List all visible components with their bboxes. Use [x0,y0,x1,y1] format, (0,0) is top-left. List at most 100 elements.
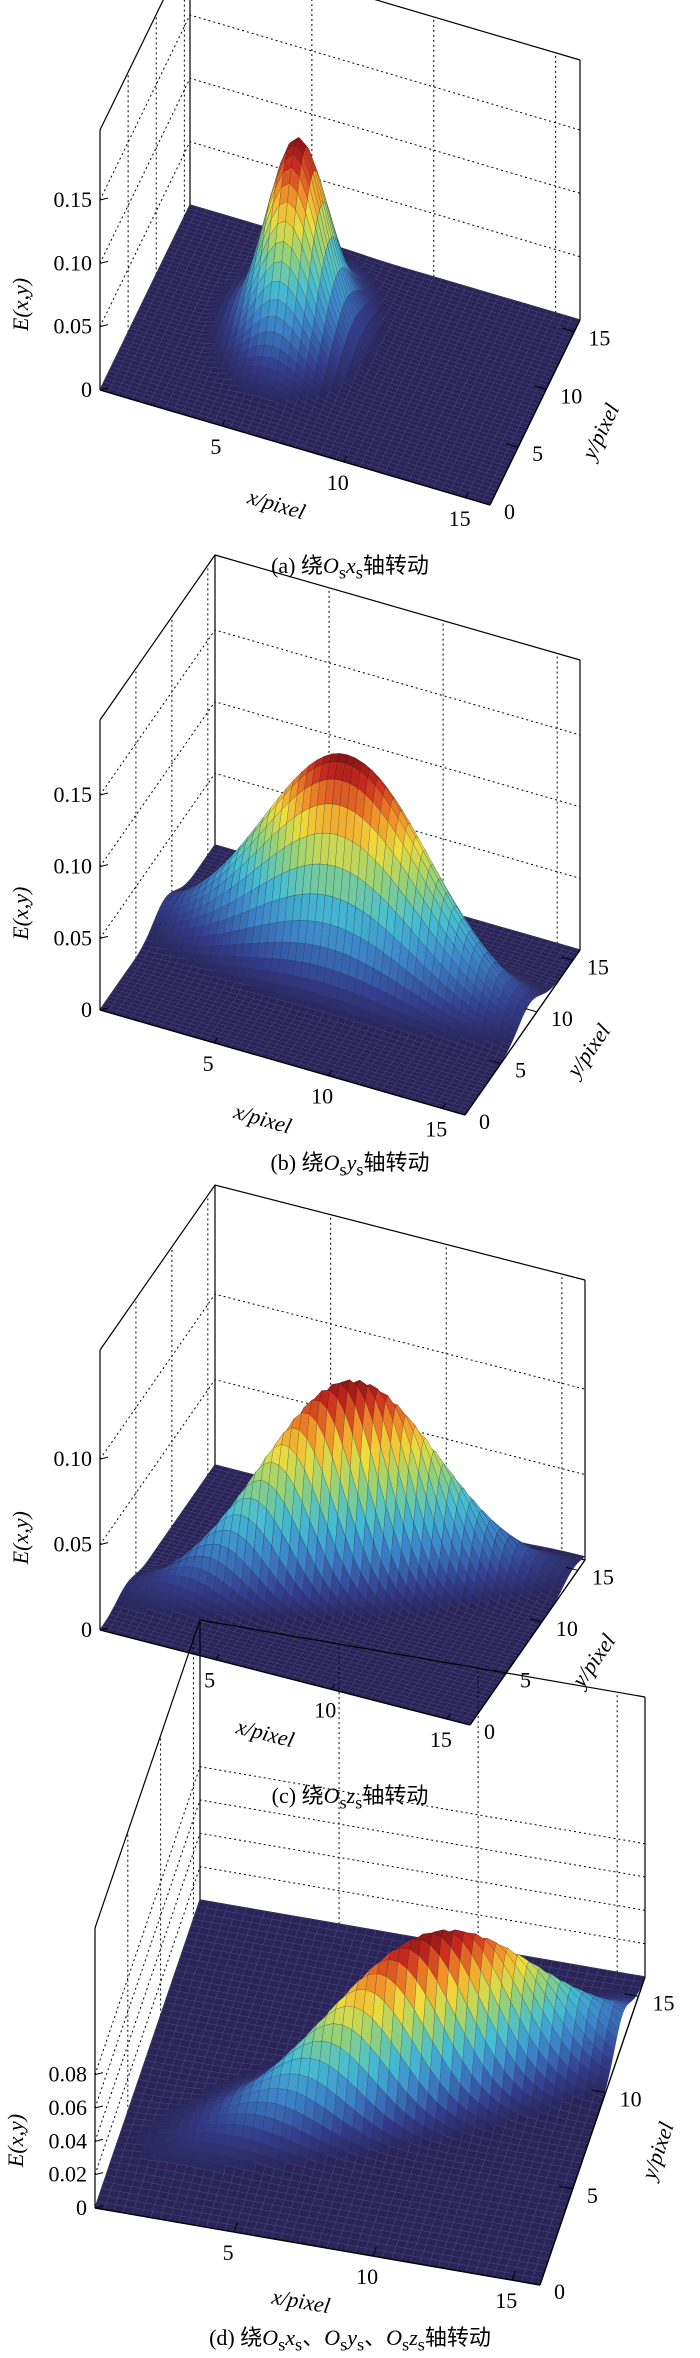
z-tick-label: 0 [81,997,92,1022]
surface [99,753,581,1116]
surface [99,1379,586,1726]
caption-b: (b) 绕Osys轴转动 [0,1145,700,1180]
z-tick-mark [99,935,109,939]
z-tick-label: 0.05 [54,925,93,950]
caption-text: (b) 绕 [270,1150,324,1175]
grid-line [99,772,581,939]
grid-line [99,629,581,796]
y-tick-mark [561,956,573,961]
caption-text: (a) 绕 [271,553,323,578]
caption-a: (a) 绕Osxs轴转动 [0,548,700,583]
x-tick-mark [213,1037,219,1044]
panel-c: 0 0.05 0.10 5 10 15 0 5 10 15 E(x,y) x/pixel y/pixel… [0,1184,700,1815]
grid-line [99,77,581,264]
x-axis-label: x/pixel [230,1098,294,1138]
surface-patch [540,985,552,991]
x-tick-label: 10 [327,470,349,495]
x-tick-mark [327,1070,333,1076]
z-tick-label: 0 [81,377,92,402]
caption-text: 轴转动 [363,1150,430,1175]
y-tick-mark [453,1111,466,1116]
surface-patch [569,1557,581,1564]
y-tick-mark [477,500,491,506]
box-top-edge [99,554,581,721]
surface-plot-a: 0 0.05 0.10 0.15 5 10 15 0 5 10 15 E(x,y) x/pixel y/p… [8,0,624,531]
z-tick-label: 0.10 [54,250,93,275]
x-tick-mark [343,455,348,463]
y-tick-mark [489,1059,502,1064]
y-tick-label: 10 [551,1006,573,1031]
y-tick-label: 5 [532,441,543,466]
caption-symbol: s [355,562,363,583]
y-tick-mark [525,1008,538,1013]
surface-patch [528,990,540,998]
panel-b: 0 0.05 0.10 0.15 5 10 15 0 5 10 15 E(x,y) x/pixel y/p… [0,554,700,1200]
z-tick-label: 0.05 [54,314,93,339]
grid-line [99,141,581,327]
z-axis-label: E(x,y) [8,278,33,332]
caption-symbol: s [339,1159,347,1180]
box-top-edge [99,0,581,131]
surface-patch [533,989,545,995]
x-tick-label: 15 [449,506,471,531]
box-top-edge [99,1184,586,1351]
surface [99,136,581,506]
surface-patch [538,987,550,993]
z-axis-label: E(x,y) [8,887,33,941]
caption-symbol: s [338,562,347,583]
grid-line [99,1293,586,1460]
caption-symbol: O [323,1150,340,1175]
x-axis-label: x/pixel [244,484,308,525]
surface-patch [535,988,548,994]
caption-text: 轴转动 [362,553,429,578]
y-axis-label: y/pixel [575,399,624,464]
surface-patch [526,991,538,999]
y-tick-label: 15 [587,954,609,979]
x-tick-label: 15 [425,1116,447,1141]
y-tick-label: 5 [515,1057,526,1082]
x-axis-line [99,389,491,506]
panel-a: 0 0.05 0.10 0.15 5 10 15 0 5 10 15 E(x,y) x/pixel y/p… [0,0,700,590]
grid-line [99,701,581,867]
surface-patch [514,1005,526,1018]
y-tick-mark [505,443,519,448]
z-tick-mark [99,864,109,868]
x-tick-mark [221,419,226,427]
z-tick-mark [99,1007,109,1011]
surface-patch [516,1000,528,1013]
caption-symbol: O [322,553,339,578]
surface-patch [509,1017,521,1030]
surface-patch [524,992,535,1001]
z-tick-label: 0.15 [54,187,93,212]
y-tick-label: 15 [588,326,610,351]
x-tick-label: 5 [210,434,221,459]
x-axis-line [99,1009,466,1116]
y-tick-mark [562,327,575,333]
z-tick-mark [99,387,109,391]
z-tick-label: 0.15 [54,782,93,807]
caption-symbol: x [346,553,356,578]
caption-symbol: y [346,1150,357,1175]
surface-patch [564,1561,576,1570]
z-tick-mark [99,197,109,201]
z-tick-label: 0.10 [54,854,93,879]
x-tick-mark [441,1102,447,1109]
caption-symbol: s [356,1159,364,1180]
z-tick-mark [99,260,109,264]
y-tick-mark [533,385,547,390]
grid-line [99,14,581,201]
surface-patch [521,994,533,1004]
y-axis-line [489,319,581,506]
x-tick-label: 10 [311,1084,333,1109]
x-tick-label: 5 [203,1051,214,1076]
grid-line [99,1379,586,1545]
z-tick-mark [99,324,109,328]
y-tick-label: 10 [560,383,582,408]
z-tick-mark [99,792,109,796]
x-tick-mark [465,491,469,499]
surface-patch [519,996,531,1008]
y-tick-label: 0 [504,499,515,524]
